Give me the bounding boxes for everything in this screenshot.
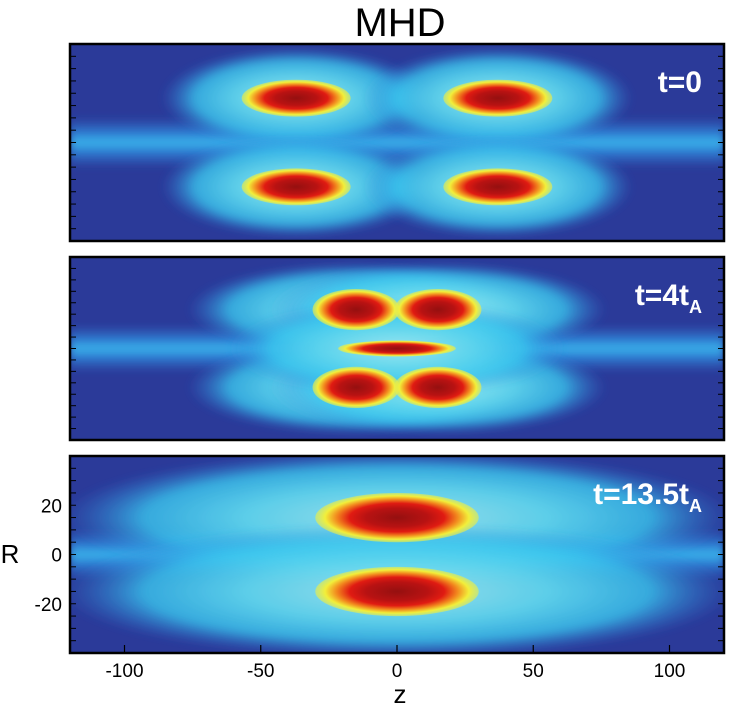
blob-core: [241, 79, 351, 117]
blob-core: [394, 366, 482, 408]
panel-2: t=13.5tA: [68, 454, 726, 655]
time-label-main: t=0: [658, 66, 702, 99]
y-axis-label: R: [1, 539, 20, 569]
y-tick-label: -20: [35, 595, 62, 616]
panel-time-label: t=0: [658, 66, 702, 99]
blob-core: [338, 340, 456, 357]
x-axis: -100 -50 0 50 100: [105, 645, 685, 682]
x-tick-label: -50: [247, 661, 274, 682]
time-label-subscript: A: [689, 496, 702, 516]
blob-core: [443, 168, 553, 206]
blob-core: [394, 289, 482, 331]
time-label-main: t=4t: [635, 279, 689, 312]
x-tick-label: -100: [105, 661, 143, 682]
chart-title: MHD: [354, 1, 445, 45]
x-axis-label: z: [394, 679, 407, 709]
blob-core: [315, 492, 479, 543]
blob-core: [315, 566, 479, 617]
time-label-subscript: A: [689, 297, 702, 317]
panel-time-label: t=13.5tA: [593, 478, 702, 516]
panel-1: t=4tA: [68, 255, 726, 442]
panel-0: t=0: [68, 42, 726, 243]
time-label-main: t=13.5t: [593, 478, 689, 511]
x-tick-label: 0: [392, 661, 403, 682]
panel-time-label: t=4tA: [635, 279, 702, 317]
blob-core: [241, 168, 351, 206]
y-axis: 20 0 -20: [35, 496, 62, 616]
y-tick-label: 0: [51, 546, 62, 567]
blob-core: [312, 366, 400, 408]
blob-core: [443, 79, 553, 117]
blob-core: [312, 289, 400, 331]
x-tick-label: 50: [523, 661, 544, 682]
y-tick-label: 20: [41, 496, 62, 517]
x-tick-label: 100: [654, 661, 686, 682]
